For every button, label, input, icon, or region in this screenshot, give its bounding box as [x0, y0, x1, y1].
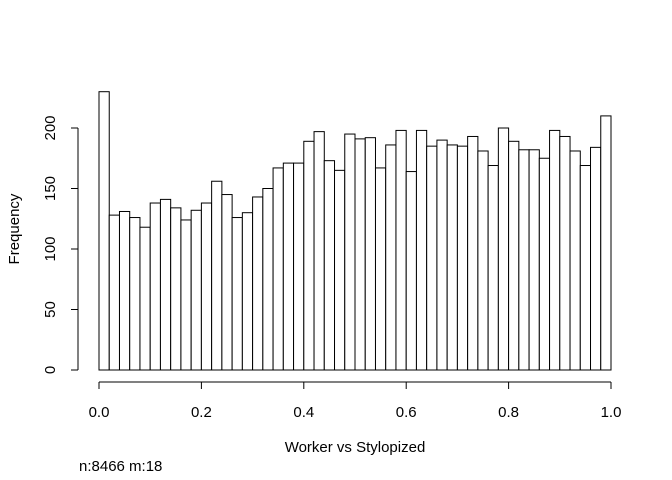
x-tick-label: 0.4 — [293, 404, 314, 421]
x-tick-label: 0.8 — [498, 404, 519, 421]
histogram-bar — [518, 149, 530, 371]
histogram-bar — [118, 210, 131, 371]
histogram-bar — [149, 202, 161, 371]
x-tick-label: 0.6 — [396, 404, 417, 421]
histogram-bar — [252, 196, 264, 371]
histogram-bar — [569, 150, 581, 371]
histogram-bar — [487, 165, 499, 371]
histogram-bar — [590, 146, 602, 371]
histogram-bar — [385, 144, 397, 371]
histogram-bar — [170, 207, 182, 371]
histogram-bar — [334, 169, 346, 371]
x-axis: 0.0 0.2 0.4 0.6 0.8 1.0 — [89, 381, 622, 421]
y-tick-label: 100 — [42, 236, 59, 261]
y-tick-label: 50 — [42, 301, 59, 318]
y-tick-label: 200 — [42, 115, 59, 140]
histogram-bar — [159, 198, 172, 371]
x-tick-label: 1.0 — [601, 404, 622, 421]
histogram-bar — [180, 219, 192, 371]
histogram-bar — [477, 150, 489, 371]
histogram-bar — [303, 140, 315, 371]
histogram-bar — [436, 139, 448, 371]
histogram-bar — [282, 162, 295, 371]
histogram-bar — [395, 129, 407, 371]
histogram-bar — [313, 131, 325, 371]
histogram-bar — [528, 149, 540, 371]
x-tick-label: 0.2 — [191, 404, 212, 421]
y-tick-label: 0 — [42, 366, 59, 374]
histogram-bar — [129, 217, 141, 371]
histogram-bar — [456, 145, 469, 371]
histogram-bar — [426, 145, 438, 371]
histogram-bar — [98, 91, 110, 371]
histogram-bar — [241, 212, 254, 371]
histogram-bar — [200, 202, 213, 371]
histogram-bar — [497, 127, 510, 371]
histogram-bar — [538, 157, 551, 371]
sample-size-footnote: n:8466 m:18 — [79, 458, 163, 475]
histogram-bar — [139, 226, 151, 371]
histogram-bar — [446, 144, 458, 371]
histogram-bar — [108, 214, 120, 371]
histogram-bar — [262, 188, 274, 371]
histogram-bar — [190, 209, 202, 371]
histogram-bar — [221, 194, 233, 371]
y-axis-label: Frequency — [6, 193, 23, 264]
histogram-bar — [549, 129, 561, 371]
histogram-bar — [231, 217, 243, 371]
histogram-bar — [364, 137, 376, 371]
y-tick-label: 150 — [42, 176, 59, 201]
histogram-bars — [98, 91, 612, 371]
histogram-bar — [272, 167, 284, 371]
histogram-bar — [467, 135, 479, 371]
y-axis: 0 50 100 150 200 — [42, 115, 79, 374]
histogram-bar — [293, 162, 305, 371]
histogram-bar — [600, 115, 612, 371]
histogram-bar — [344, 133, 356, 371]
histogram-bar — [579, 165, 592, 371]
histogram-bar — [559, 135, 571, 371]
histogram-bar — [415, 129, 428, 371]
histogram-bar — [405, 171, 417, 371]
x-tick-label: 0.0 — [89, 404, 110, 421]
x-axis-label: Worker vs Stylopized — [285, 439, 426, 456]
histogram-bar — [374, 167, 387, 371]
histogram-bar — [508, 140, 520, 371]
histogram-bar — [211, 180, 223, 371]
histogram-bar — [323, 160, 336, 371]
histogram-bar — [354, 138, 366, 371]
